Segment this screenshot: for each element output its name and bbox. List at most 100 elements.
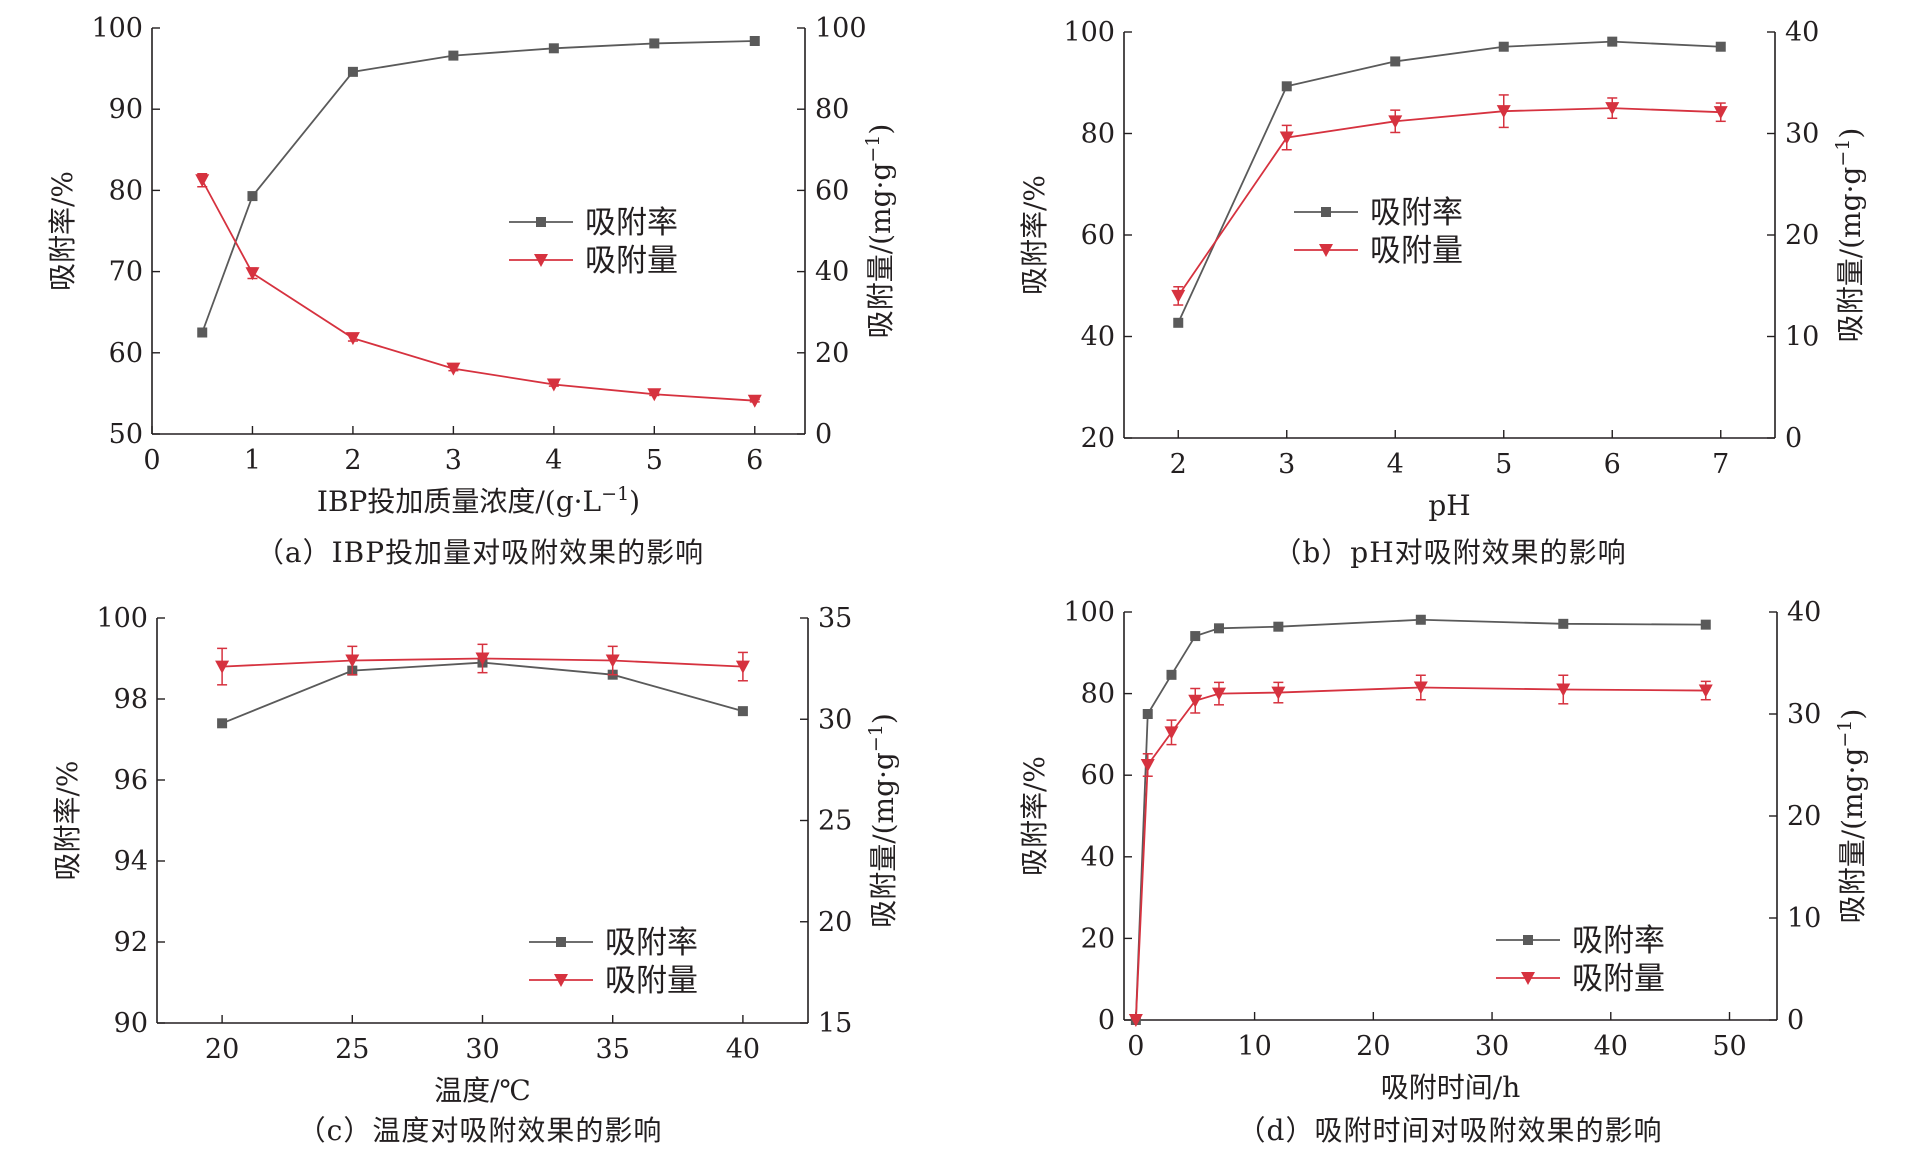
x-tick-label: 4	[545, 445, 562, 476]
data-point-square	[1607, 36, 1618, 47]
y-left-tick-label: 100	[96, 603, 148, 634]
data-point-square	[448, 50, 459, 61]
data-point-square	[217, 718, 228, 729]
data-point-triangle	[446, 362, 461, 376]
x-tick-label: 5	[646, 445, 663, 476]
y-left-tick-label: 20	[1081, 923, 1115, 954]
x-tick-label: 35	[596, 1034, 630, 1065]
data-point-triangle	[605, 654, 620, 668]
data-point-square	[1558, 618, 1569, 629]
data-point-triangle	[345, 332, 360, 346]
y-right-tick-label: 40	[1785, 17, 1819, 48]
legend-label-amount: 吸附量	[585, 243, 678, 279]
series-adsorption-rate	[197, 35, 760, 338]
y-right-tick-label: 0	[815, 419, 832, 450]
data-point-triangle	[1388, 115, 1403, 129]
y-right-tick-label: 100	[815, 13, 867, 44]
x-axis-label: 吸附时间/h	[1381, 1071, 1520, 1104]
legend-label-rate: 吸附率	[605, 925, 698, 961]
y-right-tick-label: 30	[1787, 699, 1821, 730]
y-right-tick-label: 25	[818, 806, 852, 837]
y-left-tick-label: 94	[114, 846, 148, 877]
y-right-tick-label: 40	[815, 257, 849, 288]
data-point-triangle	[1413, 681, 1428, 695]
x-tick-label: 0	[143, 445, 160, 476]
x-tick-label: 2	[1170, 449, 1187, 480]
data-point-triangle	[475, 652, 490, 666]
x-tick-label: 50	[1712, 1031, 1746, 1062]
y-left-tick-label: 90	[109, 94, 143, 125]
legend-marker-rate	[536, 217, 546, 227]
data-point-square	[1700, 619, 1711, 630]
x-tick-label: 10	[1237, 1031, 1271, 1062]
x-tick-label: 6	[746, 445, 763, 476]
data-point-square	[1173, 317, 1184, 328]
x-axis-label: 温度/℃	[434, 1074, 531, 1107]
data-point-triangle	[1556, 683, 1571, 697]
x-tick-label: 6	[1604, 449, 1621, 480]
data-point-triangle	[1171, 289, 1186, 303]
data-point-triangle	[245, 267, 260, 281]
data-point-square	[1715, 41, 1726, 52]
y-right-tick-label: 0	[1785, 423, 1802, 454]
y-left-tick-label: 40	[1081, 322, 1115, 353]
data-point-square	[1166, 669, 1177, 680]
data-point-triangle	[546, 378, 561, 392]
x-tick-label: 4	[1387, 449, 1404, 480]
data-point-square	[247, 191, 258, 202]
data-point-triangle	[647, 388, 662, 402]
data-point-square	[1213, 623, 1224, 634]
x-tick-label: 30	[1475, 1031, 1509, 1062]
series-adsorption-amount	[1171, 94, 1728, 306]
y-left-tick-label: 92	[114, 927, 148, 958]
x-tick-label: 20	[205, 1034, 239, 1065]
y-left-axis-label: 吸附率/%	[1018, 175, 1051, 295]
y-left-tick-label: 80	[1081, 679, 1115, 710]
x-tick-label: 7	[1712, 449, 1729, 480]
x-tick-label: 40	[1594, 1031, 1628, 1062]
y-right-axis-label: 吸附量/(mg·g−1)	[1832, 128, 1867, 343]
x-axis-label: pH	[1428, 489, 1470, 522]
y-right-tick-label: 80	[815, 94, 849, 125]
series-line	[201, 40, 755, 333]
y-left-tick-label: 60	[1081, 220, 1115, 251]
x-tick-label: 2	[344, 445, 361, 476]
y-right-tick-label: 0	[1787, 1005, 1804, 1036]
y-left-tick-label: 80	[109, 175, 143, 206]
data-point-triangle	[747, 394, 762, 408]
panel-b: 2 3 4 5 6 7 20 40 60 80 100 0 10 20 30 40 pH 吸附率/% 吸附量/(mg…	[1018, 17, 1867, 569]
x-tick-label: 20	[1356, 1031, 1390, 1062]
data-point-square	[749, 35, 760, 46]
legend-label-rate: 吸附率	[585, 205, 678, 241]
y-right-tick-label: 60	[815, 175, 849, 206]
legend-marker-amount	[1521, 972, 1535, 985]
y-right-axis-label: 吸附量/(mg·g−1)	[865, 713, 900, 928]
panel-a: 0 1 2 3 4 5 6 50 60 70 80 90 100 0 20 40 60 80 100 IBP投加质量浓…	[46, 13, 897, 569]
y-left-tick-label: 70	[109, 257, 143, 288]
y-left-tick-label: 90	[114, 1008, 148, 1039]
data-point-triangle	[1279, 131, 1294, 145]
y-right-tick-label: 35	[818, 603, 852, 634]
data-point-triangle	[195, 174, 210, 188]
data-point-square	[1142, 709, 1153, 719]
y-right-tick-label: 10	[1787, 903, 1821, 934]
y-left-axis-label: 吸附率/%	[46, 171, 79, 291]
y-left-tick-label: 96	[114, 765, 148, 796]
legend-marker-amount	[1319, 244, 1333, 257]
panel-c: 20 25 30 35 40 90 92 94 96 98 100 15 20 25 30 35 温度/℃ 吸附率…	[51, 603, 900, 1147]
y-right-tick-label: 20	[1787, 801, 1821, 832]
y-left-tick-label: 60	[1081, 760, 1115, 791]
x-tick-label: 0	[1127, 1031, 1144, 1062]
y-right-axis-label: 吸附量/(mg·g−1)	[862, 124, 897, 339]
series-adsorption-rate	[1173, 36, 1726, 328]
x-tick-label: 3	[1278, 449, 1295, 480]
data-point-triangle	[1698, 684, 1713, 698]
data-point-triangle	[1188, 694, 1203, 708]
series-line	[1177, 40, 1721, 324]
data-point-triangle	[1713, 106, 1728, 120]
series-adsorption-amount	[1128, 674, 1713, 1027]
legend-marker-amount	[554, 974, 568, 987]
